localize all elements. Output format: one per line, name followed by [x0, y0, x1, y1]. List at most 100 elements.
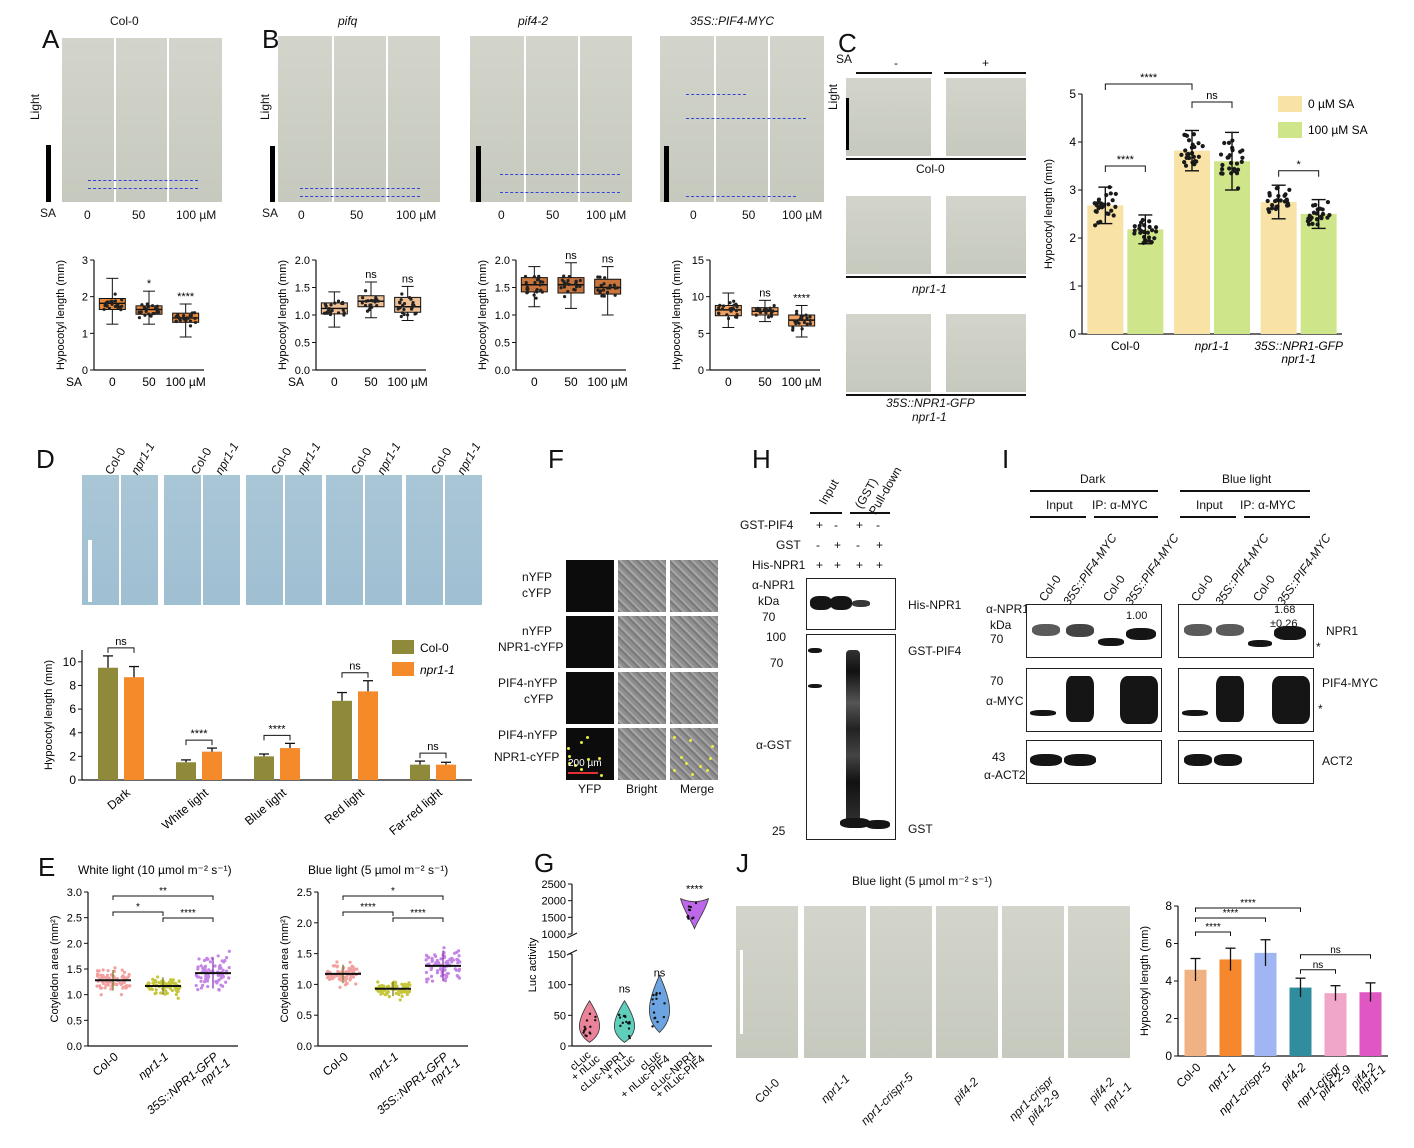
panel-letter-d: D: [36, 444, 55, 474]
x-tick-label: Col-0: [320, 1049, 351, 1078]
data-point: [1239, 159, 1244, 164]
data-point: [386, 984, 391, 988]
data-point: [766, 308, 770, 313]
panel-i-ratio: 1.68: [1274, 604, 1296, 616]
panel-d-divider: [201, 475, 203, 605]
data-point: [692, 916, 695, 919]
data-point: [153, 978, 157, 982]
data-point: [574, 282, 578, 286]
data-point: [444, 960, 449, 964]
panel-b-photo-1: [278, 36, 440, 202]
yfp-signal-dot: [709, 757, 712, 760]
data-point: [582, 1029, 586, 1032]
bar: [176, 762, 196, 780]
significance-bracket: [1195, 931, 1231, 936]
y-tick-label: 1.5: [297, 949, 312, 961]
significance-bracket: [341, 672, 369, 678]
y-tick-label: 4: [69, 726, 76, 740]
panel-b-divider: [578, 36, 580, 202]
y-tick-label: 2.0: [67, 938, 82, 950]
panel-a-tick: 0: [84, 208, 91, 222]
panel-i-marker: 70: [990, 674, 1004, 688]
data-point: [137, 316, 142, 320]
data-point: [766, 315, 771, 319]
yfp-signal-dot: [580, 741, 583, 744]
axis-break: [566, 932, 578, 939]
data-point: [720, 307, 725, 311]
data-point: [397, 989, 401, 993]
significance-label: ****: [1140, 72, 1158, 84]
significance-bracket: [1195, 917, 1266, 922]
significance-label: ****: [1240, 898, 1256, 909]
data-point: [603, 276, 607, 280]
y-tick-label: 6: [69, 702, 76, 716]
data-point: [802, 320, 806, 325]
data-point: [354, 982, 358, 986]
legend-label: Col-0: [420, 641, 449, 655]
data-point: [1106, 211, 1111, 216]
data-point: [138, 310, 142, 315]
data-point: [725, 313, 729, 317]
panel-d-geno-label: Col-0: [102, 445, 129, 477]
data-point: [798, 317, 802, 322]
bar: [1260, 202, 1297, 334]
panel-a-title: Col-0: [110, 14, 139, 28]
panel-i-ratio: 1.00: [1126, 610, 1148, 622]
panel-h-band: [808, 684, 822, 688]
legend-label: npr1-1: [420, 663, 455, 677]
data-point: [363, 289, 368, 293]
significance-label: ns: [1206, 90, 1218, 102]
data-point: [663, 1002, 666, 1005]
bright-field-image: [618, 616, 666, 668]
data-point: [538, 280, 542, 284]
merge-image: [670, 672, 718, 724]
panel-f-row-label: nYFP: [522, 570, 553, 584]
data-point: [350, 969, 354, 973]
data-point: [769, 314, 774, 318]
panel-i-band: [1182, 710, 1208, 716]
significance-label: ****: [268, 723, 286, 735]
data-point: [119, 307, 123, 312]
y-axis-label: Hypocotyl length (mm): [1043, 159, 1055, 269]
data-point: [103, 986, 107, 990]
y-tick-label: 0: [1165, 1049, 1172, 1063]
y-tick-label: 2.0: [295, 255, 310, 267]
data-point: [655, 993, 658, 997]
panel-h-row-label: GST: [776, 538, 801, 552]
data-point: [689, 905, 692, 909]
yfp-signal-dot: [574, 764, 577, 767]
data-point: [622, 1014, 626, 1018]
y-tick-label: 1: [82, 328, 88, 340]
panel-b-guide-line: [300, 196, 420, 197]
data-point: [213, 964, 217, 968]
data-point: [694, 901, 698, 905]
data-point: [442, 954, 447, 958]
y-axis-label: Hypocotyl length (mm): [55, 260, 67, 370]
data-point: [144, 307, 148, 311]
data-point: [98, 984, 102, 988]
panel-b-divider: [332, 36, 334, 202]
data-point: [424, 958, 428, 962]
data-point: [380, 983, 384, 988]
x-tick-label: npr1-1: [1195, 339, 1230, 353]
data-point: [424, 953, 429, 957]
panel-c-row-label: 35S::NPR1-GFP: [886, 396, 975, 410]
data-point: [1137, 223, 1142, 228]
y-tick-label: 2: [1165, 1012, 1172, 1026]
chart-title: White light (10 µmol m⁻² s⁻¹): [78, 863, 232, 877]
data-point: [347, 966, 351, 971]
significance-label: ns: [759, 287, 771, 299]
data-point: [178, 317, 182, 321]
data-point: [1273, 206, 1279, 212]
panel-i-band: [1098, 638, 1124, 646]
panel-c-photo: [946, 196, 1026, 274]
significance-label: ****: [177, 291, 195, 303]
y-tick-label: 0.0: [67, 1041, 82, 1053]
data-point: [170, 988, 174, 993]
data-point: [174, 314, 178, 319]
panel-d-divider: [283, 475, 285, 605]
yfp-image: [566, 616, 614, 668]
data-point: [223, 958, 227, 963]
y-tick-label: 2.0: [495, 255, 510, 267]
panel-h-header-line: [850, 512, 890, 514]
